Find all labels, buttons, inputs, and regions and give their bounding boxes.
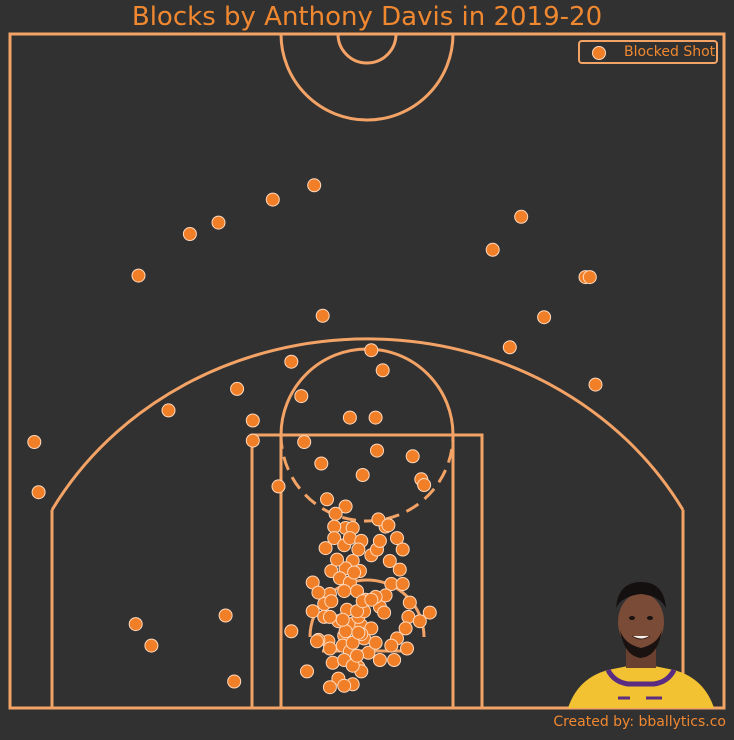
blocked-shot-point — [218, 608, 233, 623]
center-circle-inner — [336, 33, 398, 65]
blocked-shot-point — [375, 363, 390, 378]
blocked-shot-point — [422, 605, 437, 620]
blocked-shot-point — [27, 435, 42, 449]
blocked-shot-point — [588, 377, 603, 392]
blocked-shot-point — [395, 577, 410, 591]
blocked-shot-point — [211, 215, 226, 230]
blocked-shot-point — [322, 641, 337, 656]
blocked-shot-point — [364, 343, 379, 358]
blocked-shot-point — [405, 449, 420, 464]
blocked-shot-point — [368, 635, 383, 650]
legend-label: Blocked Shot — [624, 44, 716, 60]
blocked-shot-point — [582, 270, 597, 285]
blocked-shot-point — [307, 178, 322, 193]
blocked-shot-point — [161, 403, 176, 418]
blocked-shot-point — [128, 617, 143, 632]
blocked-shot-point — [315, 308, 330, 323]
blocked-shot-point — [245, 413, 260, 428]
blocked-shot-point — [327, 531, 342, 546]
blocked-shot-point — [144, 638, 159, 653]
blocked-shot-point — [305, 604, 320, 619]
blocked-shot-point — [342, 531, 357, 546]
blocked-shot-point — [337, 584, 352, 599]
blocked-shot-point — [297, 435, 312, 449]
credit-text: Created by: bballytics.co — [553, 714, 726, 730]
blocked-shot-point — [387, 653, 402, 667]
blocked-shot-point — [342, 410, 357, 425]
blocked-shot-point — [392, 562, 407, 577]
center-circle-outer — [279, 33, 455, 122]
blocked-shot-point — [325, 655, 340, 670]
blocked-shot-point — [318, 541, 333, 556]
blocked-shot-point — [514, 209, 529, 224]
blocked-shot-point — [351, 625, 366, 640]
blocked-shot-point — [322, 609, 337, 624]
blocked-shot-point — [400, 641, 414, 656]
legend: Blocked Shot — [578, 40, 718, 64]
blocked-shot-point — [322, 680, 337, 695]
blocked-shot-point — [311, 585, 326, 600]
blocked-shot-point — [485, 242, 500, 257]
blocked-shot-point — [338, 624, 353, 639]
blocked-shot-point — [377, 605, 392, 620]
blocked-shot-point — [412, 614, 427, 629]
blocked-shot-point — [350, 648, 364, 663]
blocked-shot-point — [227, 674, 242, 689]
blocked-shot-point — [395, 542, 410, 557]
blocked-shot-point — [271, 479, 286, 494]
blocked-shot-point — [402, 595, 417, 610]
blocked-shot-point — [337, 678, 352, 693]
blocked-shot-point — [372, 653, 387, 667]
blocked-shot-point — [368, 410, 383, 425]
blocked-shot-point — [182, 227, 197, 241]
blocked-shot-point — [382, 554, 397, 568]
blocked-shot-point — [310, 634, 324, 649]
blocked-shot-point — [398, 621, 413, 636]
blocked-shot-point — [294, 389, 309, 404]
blocked-shot-point — [355, 468, 370, 482]
blocked-shot-point — [338, 499, 353, 514]
blocked-shot-point — [351, 542, 366, 557]
blocked-shot-point — [335, 612, 350, 627]
chart-title: Blocks by Anthony Davis in 2019-20 — [131, 2, 603, 32]
blocked-shot-point — [381, 518, 396, 533]
blocked-shot-point — [390, 531, 404, 546]
blocked-shot-point — [284, 354, 299, 369]
shot-markers — [27, 178, 603, 695]
blocked-shot-point — [300, 664, 314, 679]
blocked-shot-point — [265, 192, 280, 207]
blocked-shot-point — [284, 624, 299, 639]
blocked-shot-point — [245, 433, 260, 448]
blocked-shot-point — [230, 381, 245, 396]
blocked-shot-point — [328, 506, 343, 521]
blocked-shot-point — [384, 638, 399, 653]
blocked-shot-point — [314, 456, 329, 471]
blocked-shot-point — [31, 485, 46, 500]
three-point-arc — [50, 337, 685, 511]
blocked-shot-point — [537, 310, 552, 325]
blocked-shot-point — [502, 340, 517, 355]
blocked-shot-point — [330, 552, 344, 567]
blocked-shot-point — [372, 533, 387, 548]
blocked-shot-point — [417, 478, 432, 492]
blocked-shot-point — [131, 268, 146, 283]
legend-marker — [592, 46, 606, 60]
blocked-shot-point — [364, 592, 379, 607]
blocked-shot-point — [347, 565, 362, 580]
inner-key — [279, 433, 455, 710]
player-photo — [568, 582, 714, 708]
free-throw-circle-bottom — [279, 434, 455, 523]
blocked-shot-point — [370, 443, 384, 458]
blocked-shot-point — [324, 594, 339, 609]
blocked-shot-point — [320, 492, 334, 507]
